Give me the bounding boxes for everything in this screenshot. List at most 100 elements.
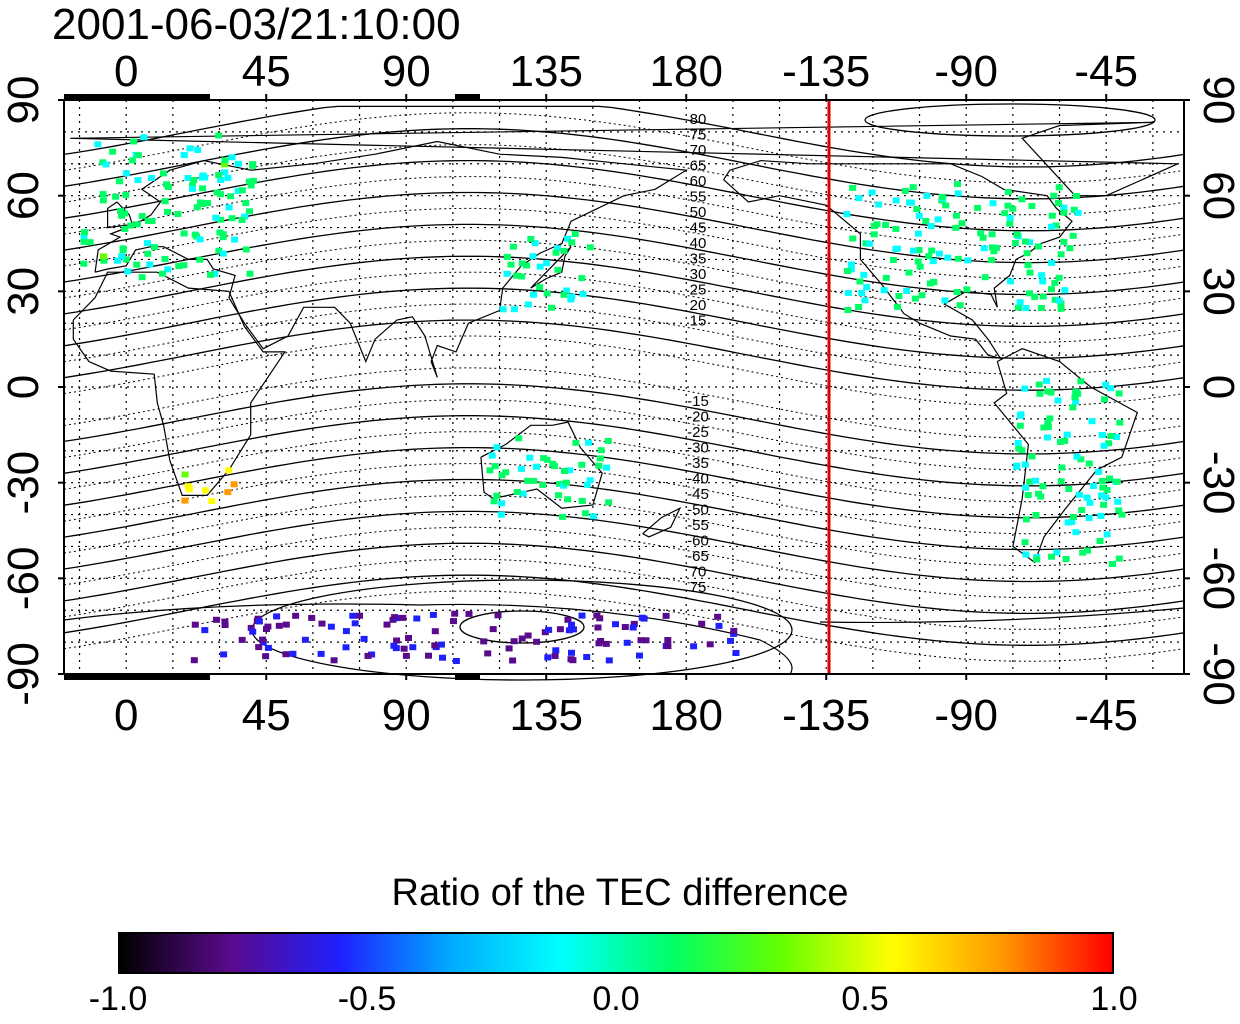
tec-cell: [603, 464, 611, 471]
tec-cell: [242, 200, 250, 206]
tec-cell: [1037, 493, 1045, 500]
tec-cell: [993, 244, 1000, 251]
colorbar-tick-label: 1.0: [1090, 980, 1138, 1018]
tec-cell: [117, 207, 124, 214]
tec-cell: [714, 613, 722, 620]
tec-cell: [964, 257, 972, 264]
magnetic-lat-label: 40: [690, 235, 707, 252]
tec-cell: [586, 244, 594, 251]
tec-cell: [1072, 398, 1080, 405]
tec-cell: [114, 257, 122, 264]
tec-cell: [915, 247, 923, 254]
tec-cell: [578, 275, 586, 282]
tec-cell: [844, 268, 851, 274]
x-tick-label-bottom: -45: [1074, 691, 1138, 740]
tec-cell: [564, 235, 572, 242]
tec-cell: [909, 247, 917, 254]
tec-cell: [1057, 305, 1065, 312]
magnetic-lat-label: -25: [687, 424, 709, 441]
tec-cell: [185, 486, 193, 493]
tec-cell: [1043, 377, 1050, 384]
tec-cell: [543, 260, 551, 267]
tec-cell: [146, 261, 154, 268]
magnetic-contour: [63, 494, 1185, 567]
colorbar-title: Ratio of the TEC difference: [391, 872, 849, 914]
tec-cell: [1060, 238, 1068, 245]
tec-cell: [1033, 556, 1041, 563]
y-tick-label-right: 30: [1194, 267, 1240, 316]
tec-cell: [145, 217, 152, 224]
tec-cell: [140, 134, 148, 141]
tec-cell: [505, 645, 513, 652]
y-tick-label-left: 60: [0, 171, 48, 220]
tec-cell: [988, 231, 996, 238]
tec-cell: [498, 472, 506, 479]
tec-cell: [221, 622, 229, 628]
tec-cell: [1064, 519, 1072, 526]
tec-cell: [892, 225, 900, 232]
tec-cell: [216, 229, 224, 236]
tec-cell: [515, 435, 523, 442]
magnetic-lat-label: 65: [690, 158, 707, 175]
tec-cell: [308, 614, 316, 621]
tec-cell: [225, 467, 233, 474]
magnetic-lat-label: 70: [690, 142, 707, 159]
magnetic-pole-north-contour: [864, 103, 1156, 137]
tec-cell: [238, 217, 246, 223]
tec-cell: [980, 245, 988, 252]
x-tick-label-top: 0: [114, 47, 138, 96]
tec-cell: [868, 189, 876, 196]
tec-cell: [865, 240, 873, 247]
tec-cell: [981, 274, 989, 281]
tec-cell: [186, 145, 194, 152]
coastline: [70, 121, 1179, 197]
tec-cell: [882, 222, 890, 228]
tec-cell: [934, 216, 942, 223]
tec-cell: [262, 653, 270, 660]
tec-cell: [858, 289, 866, 296]
tec-cell: [220, 651, 228, 658]
tec-cell: [292, 612, 300, 619]
tec-cell: [568, 239, 576, 246]
tec-cell: [224, 489, 232, 496]
magnetic-lat-label: 35: [690, 251, 707, 268]
tec-cell: [863, 284, 871, 291]
magnetic-lat-label: -55: [687, 517, 709, 534]
tec-cell: [623, 639, 631, 646]
tec-cell: [1051, 296, 1059, 303]
coastline: [993, 348, 1139, 564]
magnetic-contour: [63, 478, 1185, 551]
tec-cell: [914, 258, 922, 265]
tec-cell: [1028, 203, 1036, 209]
tec-cell: [517, 465, 525, 472]
tec-cell: [578, 497, 586, 504]
tec-cell: [1035, 243, 1042, 250]
magnetic-contour: [63, 255, 1185, 328]
tec-cell: [914, 230, 922, 237]
tec-cell: [1103, 487, 1111, 493]
tec-cell: [1015, 445, 1023, 452]
tec-cell: [1001, 210, 1009, 217]
tec-cell: [1058, 464, 1066, 471]
y-tick-label-left: 0: [0, 375, 48, 399]
x-tick-label-top: 90: [382, 47, 431, 96]
tec-cell: [1069, 404, 1077, 411]
magnetic-lat-label: -35: [687, 455, 709, 472]
tec-cell: [327, 623, 335, 630]
tec-cell: [856, 278, 864, 285]
tec-cell: [530, 477, 538, 484]
magnetic-lat-label: 20: [690, 297, 707, 314]
tec-cell: [889, 257, 897, 263]
x-tick-label-top: -90: [934, 47, 998, 96]
tec-cell: [596, 455, 604, 462]
tec-cell: [1018, 196, 1026, 203]
tec-cell: [847, 261, 855, 268]
tec-cell: [979, 234, 987, 241]
tec-cell: [1053, 549, 1061, 556]
tec-cell: [1051, 279, 1059, 286]
tec-cell: [529, 253, 537, 260]
tec-cell: [944, 254, 952, 261]
tec-cell: [497, 511, 505, 518]
magnetic-contour: [63, 558, 1185, 630]
tec-cell: [122, 170, 130, 177]
